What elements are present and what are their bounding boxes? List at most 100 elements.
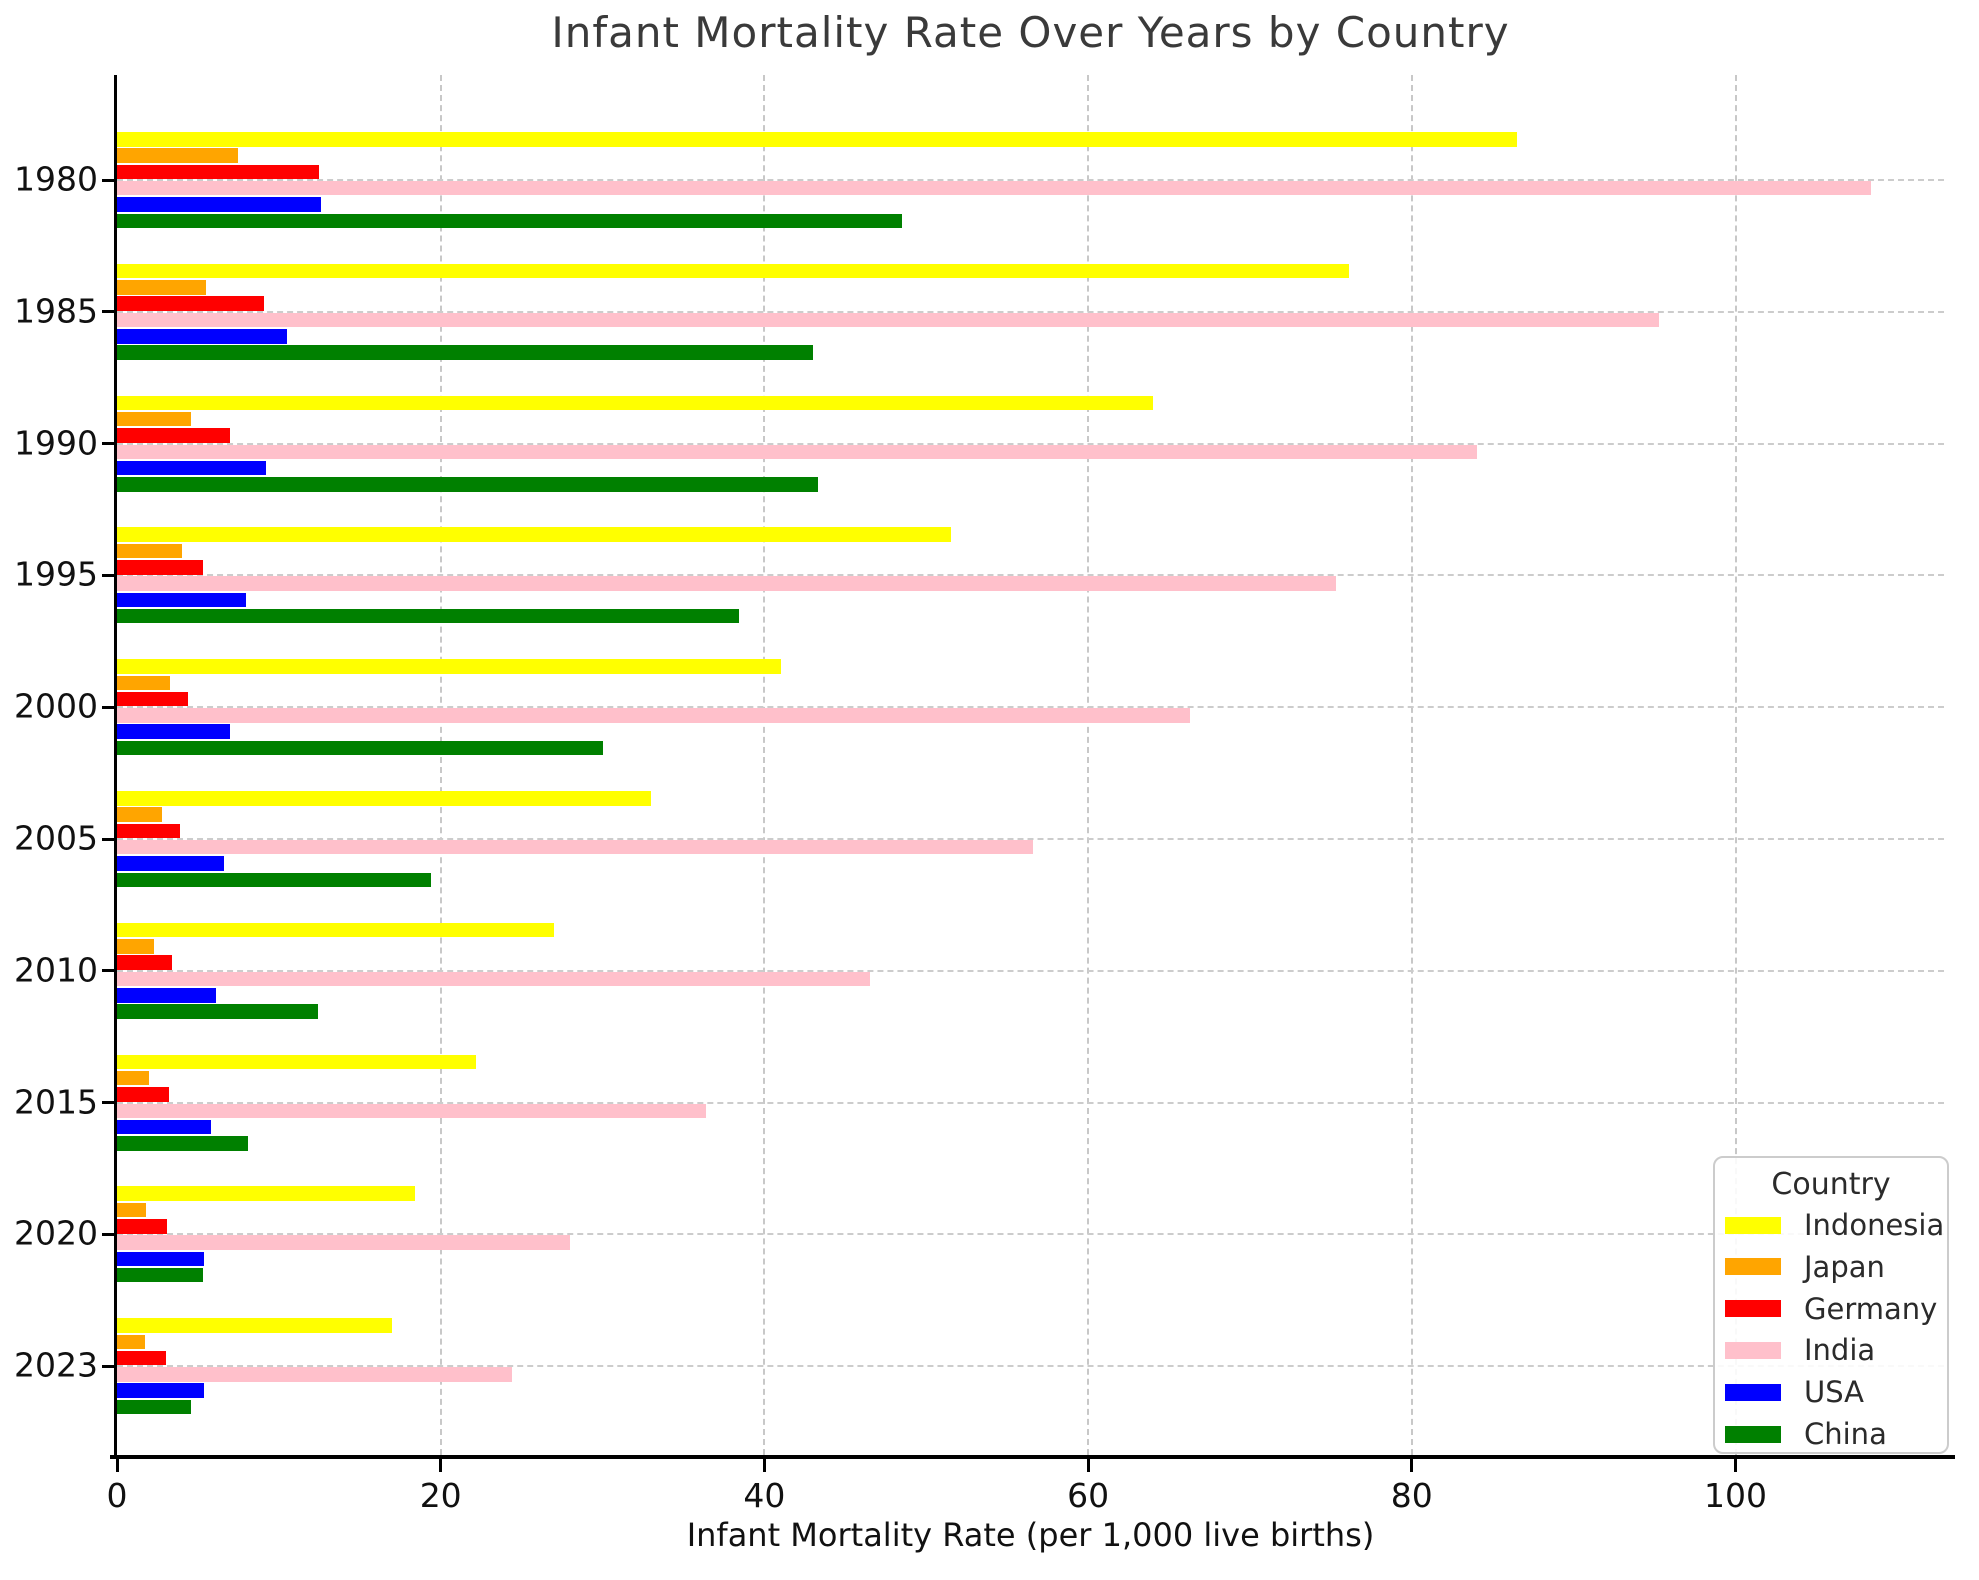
bar-germany-1995: [117, 560, 203, 575]
bar-usa-2015: [117, 1119, 211, 1135]
y-gridline-2015: [117, 1101, 1944, 1104]
legend-swatch-india: [1725, 1341, 1781, 1359]
bar-japan-2020: [117, 1202, 147, 1218]
bar-japan-1990: [117, 411, 192, 427]
bar-germany-2020: [117, 1219, 168, 1234]
y-tick-label-2005: 2005: [14, 818, 98, 858]
legend-entry-germany: Germany: [1715, 1288, 1947, 1330]
bar-india-2005: [117, 839, 1034, 855]
bar-germany-2005: [117, 823, 181, 839]
legend-label-india: India: [1804, 1333, 1876, 1368]
y-tick-1995: [102, 573, 114, 577]
bar-germany-1980: [117, 164, 320, 180]
x-axis-label: Infant Mortality Rate (per 1,000 live bi…: [686, 1516, 1375, 1554]
bar-usa-2010: [117, 988, 216, 1003]
y-gridline-1990: [117, 442, 1944, 445]
bar-china-2010: [117, 1004, 318, 1019]
legend-label-indonesia: Indonesia: [1804, 1208, 1945, 1242]
x-tick-label-0: 0: [106, 1476, 128, 1515]
y-tick-label-2010: 2010: [14, 950, 98, 990]
y-tick-2000: [102, 705, 114, 709]
bar-china-2023: [117, 1399, 192, 1415]
bar-indonesia-2020: [117, 1186, 415, 1201]
bar-indonesia-1980: [117, 132, 1517, 147]
bar-japan-1995: [117, 543, 182, 559]
bar-india-2010: [117, 971, 870, 987]
bar-indonesia-2015: [117, 1054, 477, 1070]
bar-china-1985: [117, 345, 813, 360]
y-gridline-2020: [117, 1233, 1944, 1236]
bar-india-2020: [117, 1235, 571, 1250]
bar-china-1995: [117, 608, 739, 624]
legend-swatch-indonesia: [1725, 1216, 1781, 1234]
bar-usa-2000: [117, 724, 231, 739]
y-tick-2020: [102, 1232, 114, 1236]
legend-label-japan: Japan: [1804, 1249, 1885, 1284]
y-gridline-1995: [117, 574, 1944, 577]
y-tick-2023: [102, 1364, 114, 1368]
legend-entry-india: India: [1715, 1329, 1947, 1371]
bar-india-2015: [117, 1103, 707, 1118]
y-tick-2005: [102, 837, 114, 841]
bar-indonesia-2023: [117, 1318, 393, 1333]
bar-usa-2023: [117, 1383, 205, 1398]
x-tick-40: [762, 1459, 766, 1472]
y-tick-2010: [102, 969, 114, 973]
y-gridline-2000: [117, 706, 1944, 709]
bar-germany-2010: [117, 955, 173, 970]
y-tick-label-1980: 1980: [14, 159, 98, 199]
bar-japan-2000: [117, 675, 171, 690]
bar-indonesia-2000: [117, 659, 781, 674]
x-gridline-40: [763, 75, 766, 1455]
x-tick-label-80: 80: [1390, 1476, 1433, 1515]
bar-indonesia-1990: [117, 395, 1153, 411]
legend-title: Country: [1771, 1167, 1891, 1202]
bar-china-1980: [117, 213, 902, 228]
legend-entry-japan: Japan: [1715, 1246, 1947, 1288]
y-tick-label-1990: 1990: [14, 423, 98, 463]
x-gridline-20: [439, 75, 442, 1455]
legend-swatch-germany: [1725, 1300, 1781, 1318]
bar-usa-2005: [117, 856, 224, 871]
y-tick-label-2000: 2000: [14, 686, 98, 726]
bar-indonesia-2005: [117, 791, 652, 806]
x-gridline-60: [1087, 75, 1090, 1455]
bar-usa-2020: [117, 1251, 205, 1267]
x-tick-label-100: 100: [1704, 1476, 1767, 1515]
chart-title: Infant Mortality Rate Over Years by Coun…: [551, 8, 1510, 57]
legend: Country Indonesia Japan Germany India USA Chi…: [1713, 1156, 1949, 1454]
bar-japan-2010: [117, 939, 155, 954]
bar-germany-1985: [117, 296, 265, 311]
bar-japan-2005: [117, 807, 163, 822]
bar-japan-1985: [117, 280, 207, 295]
bar-indonesia-1995: [117, 527, 951, 542]
bar-germany-1990: [117, 428, 231, 443]
bar-india-1990: [117, 444, 1477, 459]
bar-indonesia-2010: [117, 922, 554, 938]
legend-label-germany: Germany: [1804, 1291, 1938, 1326]
bar-india-1985: [117, 312, 1660, 328]
bar-china-2015: [117, 1136, 249, 1151]
x-tick-60: [1086, 1459, 1090, 1472]
y-tick-label-2020: 2020: [14, 1214, 98, 1254]
bar-japan-2023: [117, 1334, 145, 1349]
legend-swatch-china: [1725, 1425, 1781, 1443]
y-gridline-2010: [117, 969, 1944, 972]
y-tick-label-2023: 2023: [14, 1345, 98, 1385]
y-gridline-2023: [117, 1365, 1944, 1368]
y-axis-spine: [114, 75, 117, 1459]
legend-label-usa: USA: [1804, 1375, 1865, 1410]
bar-germany-2023: [117, 1350, 166, 1366]
x-tick-80: [1410, 1459, 1414, 1472]
bar-china-2020: [117, 1267, 203, 1283]
y-gridline-1980: [117, 179, 1944, 181]
y-tick-label-2015: 2015: [14, 1082, 98, 1122]
bar-china-2000: [117, 740, 603, 756]
bar-india-2023: [117, 1367, 512, 1382]
y-tick-label-1995: 1995: [14, 555, 98, 595]
legend-entry-indonesia: Indonesia: [1715, 1204, 1947, 1246]
x-gridline-80: [1410, 75, 1413, 1455]
legend-swatch-usa: [1725, 1383, 1781, 1401]
y-tick-label-1985: 1985: [14, 291, 98, 331]
y-gridline-2005: [117, 838, 1944, 840]
